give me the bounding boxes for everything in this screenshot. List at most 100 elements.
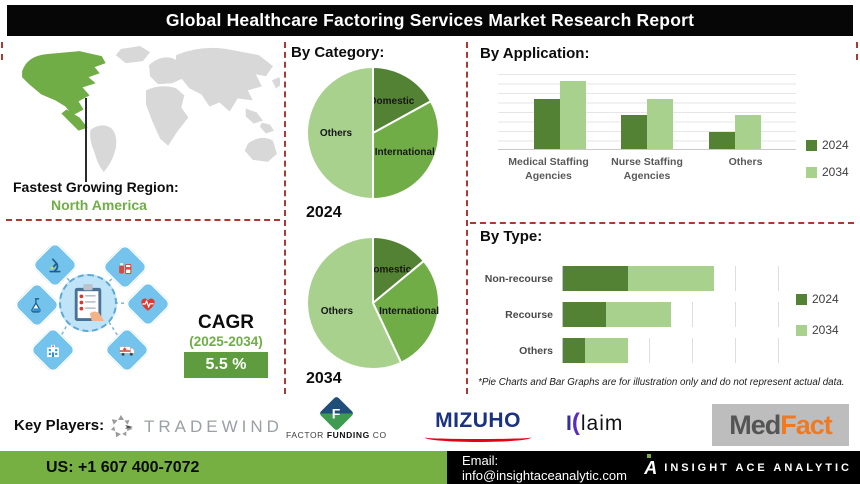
by-category-heading: By Category: xyxy=(291,44,385,61)
ambulance-icon xyxy=(102,325,152,375)
plot-gridlines xyxy=(498,74,796,150)
bar-plot-area: Medical Staffing Agencies Nurse Staffing … xyxy=(498,74,796,183)
legend-item-2034: 2034 xyxy=(806,165,849,179)
world-map-svg xyxy=(22,46,284,172)
klaim-stem: I xyxy=(566,412,572,435)
brand-name: INSIGHT ACE ANALYTIC xyxy=(664,461,852,474)
bar-2034 xyxy=(647,98,673,149)
brand-dot-icon xyxy=(647,453,652,458)
horizontal-divider xyxy=(6,219,280,221)
by-type-heading: By Type: xyxy=(480,228,543,245)
chart-legend: 2024 2034 xyxy=(806,74,849,183)
bar-2024 xyxy=(533,98,560,149)
footer-phone-bar: US: +1 607 400-7072 xyxy=(0,451,447,484)
bar-2034 xyxy=(559,80,586,149)
microscope-icon xyxy=(30,240,80,290)
category-axis: Medical Staffing Agencies Nurse Staffing … xyxy=(498,156,796,183)
pie-slice-domestic xyxy=(372,235,426,306)
pie-2034-label: 2034 xyxy=(306,370,342,387)
asia-region xyxy=(175,47,273,112)
sea-islands-region xyxy=(245,108,274,134)
north-america-region xyxy=(22,51,106,131)
pie-slice-label: Domestic xyxy=(369,96,414,107)
mizuho-logo: MIZUHO xyxy=(425,409,531,442)
mizuho-wordmark: MIZUHO xyxy=(435,409,521,432)
by-application-chart: Medical Staffing Agencies Nurse Staffing … xyxy=(498,74,854,183)
pie-slice-others xyxy=(306,235,403,370)
bar-group xyxy=(621,74,673,149)
category-label: Non-recourse xyxy=(484,272,553,285)
plot-gridlines xyxy=(562,338,786,363)
plot-gridlines xyxy=(562,302,786,327)
factor-funding-logo: F FACTOR FUNDING CO xyxy=(286,395,387,440)
category-label: Recourse xyxy=(505,308,553,321)
pie-slice-domestic xyxy=(372,65,433,135)
cagr-period: (2025-2034) xyxy=(189,334,263,349)
bar-group xyxy=(708,74,761,149)
bar-row: Non-recourse xyxy=(478,266,786,291)
legend-item-2024: 2024 xyxy=(806,138,849,152)
category-pie-2024: Domestic International Others xyxy=(303,63,443,203)
legend-marker xyxy=(796,293,807,305)
fastest-growing-region: Fastest Growing Region: North America xyxy=(13,179,185,213)
region-caption-label: Fastest Growing Region: xyxy=(13,179,179,195)
category-pie-2034: Domestic International Others xyxy=(303,233,443,373)
bar-segment-2024 xyxy=(563,266,628,291)
heart-pulse-icon xyxy=(123,279,173,329)
bar-segment-2034 xyxy=(627,266,714,291)
pie-2024-label: 2024 xyxy=(306,204,342,221)
bar-rows: Non-recourse Recourse Others xyxy=(478,266,786,363)
pie-slice-label: International xyxy=(379,306,439,317)
insight-ace-a-icon: A xyxy=(644,453,657,477)
ff-word-funding: FUNDING xyxy=(326,430,370,440)
insight-ace-brand: A INSIGHT ACE ANALYTIC xyxy=(644,453,852,477)
category-label: Others xyxy=(519,344,553,357)
bar-row: Recourse xyxy=(478,302,786,327)
legend-item-2024: 2024 xyxy=(796,292,839,306)
bar-segment-2034 xyxy=(606,302,671,327)
klaim-paren-icon: ( xyxy=(571,409,580,436)
pie-slice-international xyxy=(372,99,441,201)
plot-gridlines xyxy=(562,266,786,291)
pie-slice-label: International xyxy=(375,147,435,158)
legend-label: 2024 xyxy=(822,138,849,153)
bar-2024 xyxy=(621,114,647,149)
tradewind-wordmark: TRADEWIND xyxy=(144,417,283,436)
klaim-wordmark: laim xyxy=(580,412,624,435)
pie-slice-label: Domestic xyxy=(366,265,411,276)
bar-row: Others xyxy=(478,338,786,363)
category-label: Medical Staffing Agencies xyxy=(508,156,589,182)
tradewind-logo: TRADEWIND xyxy=(104,410,283,444)
page-title: Global Healthcare Factoring Services Mar… xyxy=(7,5,853,36)
cagr-label: CAGR xyxy=(198,312,254,333)
pie-slice-label: Others xyxy=(321,306,354,317)
medicine-icon xyxy=(100,242,150,292)
legend-label: 2034 xyxy=(822,165,849,180)
factor-funding-monogram: F xyxy=(332,405,341,422)
klaim-logo: I ( laim xyxy=(566,409,623,437)
ff-word-factor: FACTOR xyxy=(286,430,324,440)
pie-slice-others xyxy=(306,65,374,201)
by-type-chart: Non-recourse Recourse Others 2024 2034 xyxy=(478,266,854,363)
hospital-icon xyxy=(28,325,78,375)
edge-divider xyxy=(1,42,3,60)
legend-marker xyxy=(806,166,817,178)
ff-word-co: CO xyxy=(372,430,387,440)
bar-segment-2034 xyxy=(584,338,628,363)
medfact-fact: Fact xyxy=(780,409,833,440)
category-label: Nurse Staffing Agencies xyxy=(611,156,683,182)
healthcare-icon-cluster xyxy=(8,235,183,390)
legend-item-2034: 2034 xyxy=(796,323,839,337)
legend-marker xyxy=(796,324,807,336)
pie-slice-label: Others xyxy=(320,128,353,139)
horizontal-divider xyxy=(470,222,854,224)
africa-region xyxy=(146,86,189,146)
vertical-divider xyxy=(466,42,468,394)
map-callout-line xyxy=(85,98,87,182)
australia-region xyxy=(244,137,277,162)
bar-2034 xyxy=(734,114,761,149)
legend-label: 2034 xyxy=(812,323,839,337)
mizuho-swoosh-icon xyxy=(425,433,531,442)
cagr-value-badge: 5.5 % xyxy=(184,352,268,378)
